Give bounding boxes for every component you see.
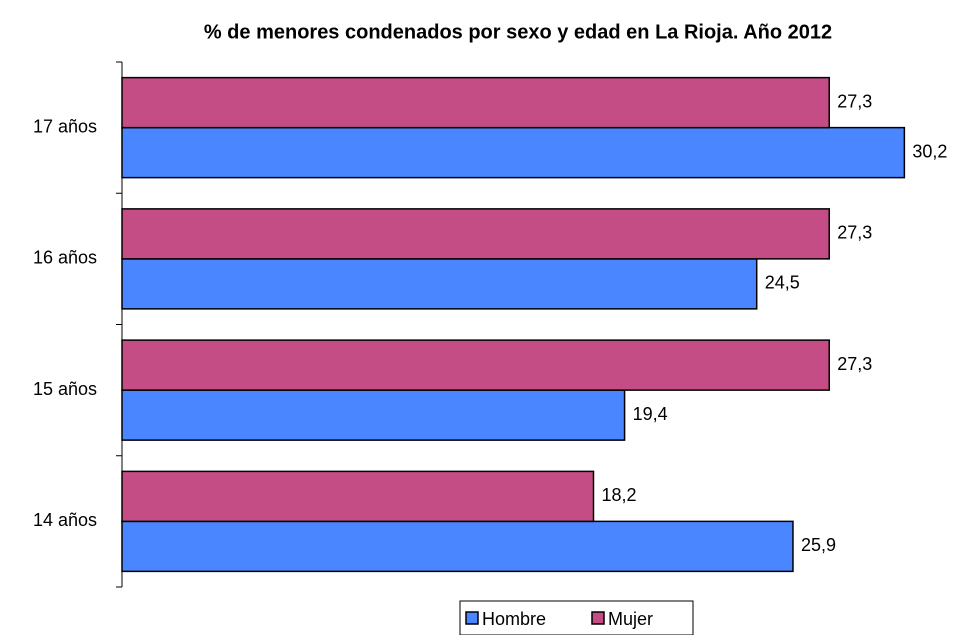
legend-label: Hombre (482, 609, 546, 629)
data-label: 24,5 (765, 273, 800, 293)
bar (121, 520, 794, 573)
y-tick-label: 14 años (33, 510, 97, 530)
legend-swatch (591, 611, 605, 625)
data-label: 19,4 (633, 404, 668, 424)
bar (121, 339, 830, 391)
legend-label: Mujer (608, 609, 653, 629)
legend-swatch (465, 611, 479, 625)
bar (121, 258, 758, 310)
bar (121, 126, 906, 179)
y-tick-label: 16 años (33, 248, 97, 268)
data-label: 18,2 (601, 485, 636, 505)
data-label: 25,9 (801, 535, 836, 555)
legend-box (459, 600, 694, 635)
bar (121, 470, 595, 523)
data-label: 30,2 (912, 141, 947, 161)
data-label: 27,3 (837, 91, 872, 111)
data-label: 27,3 (837, 354, 872, 374)
bar (121, 208, 830, 260)
y-tick-label: 17 años (33, 116, 97, 136)
y-tick-label: 15 años (33, 379, 97, 399)
data-label: 27,3 (837, 223, 872, 243)
bar (121, 389, 626, 441)
bar (121, 76, 830, 129)
chart-title: % de menores condenados por sexo y edad … (204, 21, 832, 43)
